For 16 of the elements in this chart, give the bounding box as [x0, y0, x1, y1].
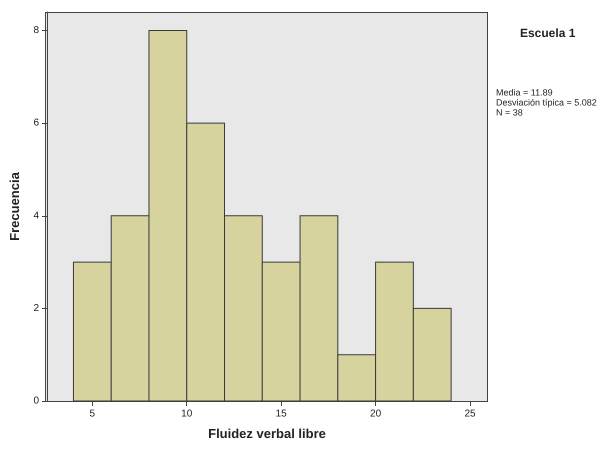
y-tick-label: 4 — [33, 210, 40, 222]
x-tick-label: 5 — [90, 408, 96, 420]
x-tick-label: 15 — [276, 408, 288, 420]
text: Media = 11.89 — [496, 88, 553, 98]
x-tick-label: 25 — [464, 408, 476, 420]
x-tick-label: 20 — [370, 408, 382, 420]
text: N = 38 — [496, 108, 523, 118]
text: Escuela 1 — [520, 26, 576, 40]
y-tick-label: 0 — [33, 396, 40, 406]
y-tick-label: 8 — [33, 25, 40, 36]
x-tick-label: 10 — [181, 408, 193, 420]
x-axis-title: Fluidez verbal libre — [208, 426, 326, 441]
y-tick-label: 2 — [33, 302, 40, 314]
y-tick-label: 6 — [33, 118, 40, 129]
text: Desviación típica = 5.082 — [496, 98, 597, 108]
y-axis-title: Frecuencia — [7, 171, 22, 241]
